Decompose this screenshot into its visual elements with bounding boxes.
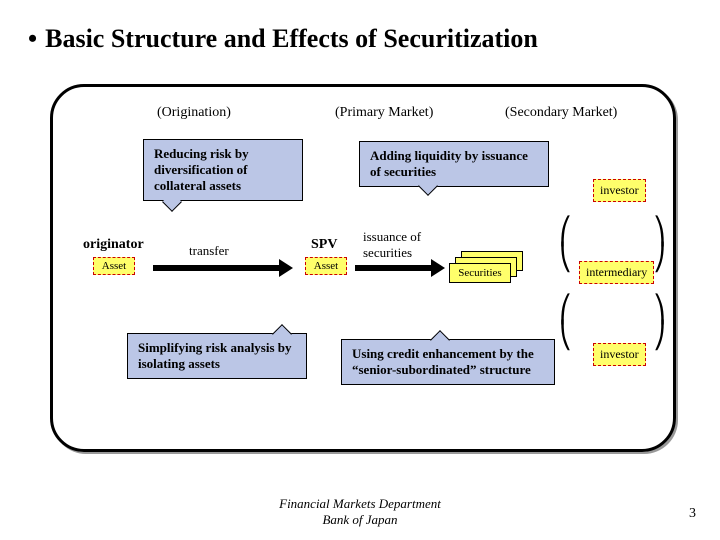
- intermediary-box: intermediary: [579, 261, 654, 284]
- bracket-icon: ⎛⎝: [559, 219, 572, 271]
- bracket-icon: ⎞⎠: [653, 219, 666, 271]
- asset-box-spv: Asset: [305, 257, 347, 275]
- bullet-icon: •: [28, 24, 37, 54]
- bracket-icon: ⎛⎝: [559, 297, 572, 349]
- heading-primary: (Primary Market): [335, 105, 433, 121]
- footer: Financial Markets Department Bank of Jap…: [0, 496, 720, 528]
- heading-secondary: (Secondary Market): [505, 105, 617, 121]
- bracket-icon: ⎞⎠: [653, 297, 666, 349]
- asset-box-originator: Asset: [93, 257, 135, 275]
- title-text: Basic Structure and Effects of Securitiz…: [45, 24, 538, 53]
- page-title: • Basic Structure and Effects of Securiti…: [28, 24, 538, 54]
- note-credit-enhancement: Using credit enhancement by the “senior-…: [341, 339, 555, 385]
- heading-origination: (Origination): [157, 105, 231, 121]
- footer-line1: Financial Markets Department: [0, 496, 720, 512]
- note-reducing-risk: Reducing risk by diversification of coll…: [143, 139, 303, 201]
- transfer-label: transfer: [189, 243, 229, 259]
- note-adding-liquidity: Adding liquidity by issuance of securiti…: [359, 141, 549, 187]
- investor-box-top: investor: [593, 179, 646, 202]
- issuance-arrow: [355, 259, 445, 277]
- issuance-label: issuance of securities: [363, 229, 443, 261]
- spv-label: SPV: [311, 237, 337, 253]
- originator-label: originator: [83, 237, 144, 253]
- footer-line2: Bank of Japan: [0, 512, 720, 528]
- investor-box-bottom: investor: [593, 343, 646, 366]
- slide: • Basic Structure and Effects of Securiti…: [0, 0, 720, 540]
- diagram-frame: (Origination) (Primary Market) (Secondar…: [50, 84, 676, 452]
- page-number: 3: [689, 506, 696, 522]
- securities-box-front: Securities: [449, 263, 511, 283]
- transfer-arrow: [153, 259, 293, 277]
